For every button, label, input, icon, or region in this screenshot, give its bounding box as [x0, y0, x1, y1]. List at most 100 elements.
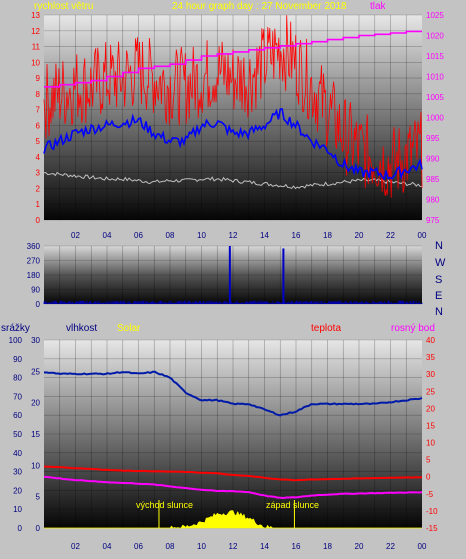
wind-tick-label: 9: [36, 74, 41, 83]
rain-tick-label: 100: [9, 336, 23, 345]
x-tick-label: 02: [71, 542, 80, 551]
direction-tick-label: 90: [31, 286, 40, 295]
direction-tick-label: 0: [36, 300, 41, 309]
direction-bars: [43, 300, 423, 304]
humidity-label: vlhkost: [66, 323, 97, 334]
pressure-tick-label: 1020: [426, 32, 444, 41]
x-tick-label: 06: [134, 542, 143, 551]
x-tick-label: 04: [103, 542, 112, 551]
temperature-tick-label: -15: [426, 524, 438, 533]
compass-e: E: [435, 290, 442, 302]
pressure-label: tlak: [370, 1, 387, 12]
temperature-tick-label: 20: [426, 404, 435, 413]
pressure-tick-label: 1005: [426, 93, 444, 102]
temperature-tick-label: -10: [426, 507, 438, 516]
pressure-tick-label: 995: [426, 134, 440, 143]
x-tick-label: 20: [355, 231, 364, 240]
wind-tick-label: 4: [36, 153, 41, 162]
wind-tick-label: 2: [36, 184, 41, 193]
wind-tick-label: 7: [36, 106, 41, 115]
rain-tick-label: 40: [13, 449, 22, 458]
x-tick-label: 10: [197, 542, 206, 551]
wind-tick-label: 3: [36, 169, 41, 178]
x-tick-label: 14: [260, 542, 269, 551]
x-tick-label: 22: [386, 542, 395, 551]
pressure-tick-label: 1000: [426, 114, 444, 123]
bottom-plot-area: [44, 340, 422, 528]
x-tick-label: 18: [323, 542, 332, 551]
temperature-tick-label: 5: [426, 456, 431, 465]
humidity-tick-label: 0: [36, 524, 41, 533]
series-temperature: [43, 465, 423, 482]
x-tick-label: 22: [386, 231, 395, 240]
grid-lines: [44, 14, 422, 529]
pressure-tick-label: 1025: [426, 11, 444, 20]
axis-labels: 0123456789101112139759809859909951000100…: [9, 11, 445, 551]
humidity-tick-label: 25: [31, 367, 40, 376]
pressure-tick-label: 980: [426, 196, 440, 205]
compass-n-bottom: N: [435, 306, 443, 318]
x-tick-label: 08: [166, 231, 175, 240]
wind-speed-label: rychlost větru: [34, 1, 93, 12]
wind-tick-label: 11: [32, 43, 41, 52]
wind-tick-label: 6: [36, 121, 41, 130]
series-dewpoint: [43, 475, 423, 500]
wind-tick-label: 13: [31, 11, 40, 20]
humidity-tick-label: 5: [36, 493, 41, 502]
series-pressure: [44, 30, 422, 88]
compass-w: W: [435, 257, 446, 269]
x-tick-label: 16: [292, 231, 301, 240]
rain-tick-label: 80: [13, 374, 22, 383]
direction-tick-label: 270: [27, 257, 41, 266]
series-wind-speed: [43, 15, 423, 198]
data-series: [43, 15, 423, 529]
humidity-tick-label: 20: [31, 399, 40, 408]
rain-tick-label: 10: [13, 505, 22, 514]
temperature-tick-label: 0: [426, 473, 431, 482]
pressure-tick-label: 975: [426, 216, 440, 225]
wind-tick-label: 1: [36, 200, 41, 209]
pressure-tick-label: 990: [426, 155, 440, 164]
sunset-label: západ slunce: [266, 500, 319, 510]
wind-tick-label: 8: [36, 90, 41, 99]
top-plot-area: [44, 15, 422, 220]
pressure-tick-label: 1010: [426, 73, 444, 82]
x-tick-label: 12: [229, 542, 238, 551]
rain-tick-label: 70: [13, 392, 22, 401]
x-tick-label: 00: [418, 542, 427, 551]
temperature-tick-label: 30: [426, 370, 435, 379]
temperature-tick-label: 40: [426, 336, 435, 345]
temperature-tick-label: 15: [426, 421, 435, 430]
direction-tick-label: 360: [27, 242, 41, 251]
sunrise-label: východ slunce: [136, 500, 193, 510]
series-humidity: [43, 370, 423, 417]
rain-tick-label: 0: [18, 524, 23, 533]
humidity-tick-label: 10: [31, 461, 40, 470]
temperature-tick-label: 35: [426, 353, 435, 362]
series-blue-wind: [43, 108, 423, 181]
rain-tick-label: 20: [13, 486, 22, 495]
rain-tick-label: 90: [13, 355, 22, 364]
x-tick-label: 12: [229, 231, 238, 240]
pressure-tick-label: 985: [426, 175, 440, 184]
direction-tick-label: 180: [27, 271, 41, 280]
x-tick-label: 18: [323, 231, 332, 240]
rain-tick-label: 60: [13, 411, 22, 420]
x-tick-label: 06: [134, 231, 143, 240]
rain-label: srážky: [1, 323, 30, 334]
wind-tick-label: 10: [31, 58, 40, 67]
direction-plot-area: [44, 246, 422, 304]
x-tick-label: 20: [355, 542, 364, 551]
series-solar: [44, 510, 422, 529]
pressure-tick-label: 1015: [426, 52, 444, 61]
x-tick-label: 08: [166, 542, 175, 551]
x-tick-label: 14: [260, 231, 269, 240]
rain-tick-label: 50: [13, 430, 22, 439]
x-tick-label: 10: [197, 231, 206, 240]
temperature-label: teplota: [311, 323, 341, 334]
temperature-tick-label: 25: [426, 387, 435, 396]
wind-tick-label: 5: [36, 137, 41, 146]
chart-title: 24 hour graph day : 27 November 2018: [172, 1, 347, 12]
compass-n-top: N: [435, 240, 443, 252]
humidity-tick-label: 15: [31, 430, 40, 439]
